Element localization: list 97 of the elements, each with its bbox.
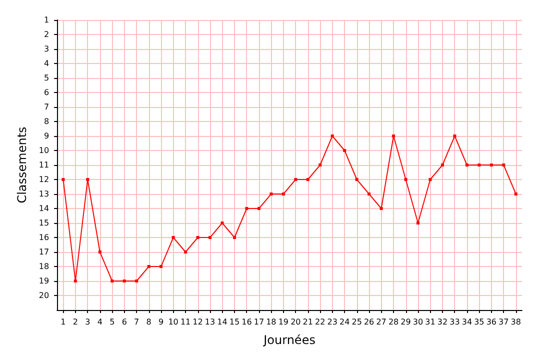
point — [478, 164, 481, 166]
x-tick-label: 21 — [302, 318, 313, 326]
x-tick-label: 36 — [486, 318, 497, 326]
x-tick-label: 6 — [122, 318, 127, 326]
x-tick-label: 33 — [450, 318, 460, 326]
point — [343, 149, 346, 152]
x-tick-label: 5 — [110, 318, 115, 326]
x-tick-label: 31 — [425, 318, 436, 326]
point — [98, 250, 102, 254]
x-tick-label: 16 — [242, 318, 252, 326]
x-tick-label: 14 — [217, 318, 228, 326]
x-tick-label: 1 — [60, 318, 66, 326]
point — [160, 265, 163, 268]
x-tick-label: 26 — [364, 318, 374, 326]
point — [172, 236, 175, 239]
x-tick-label: 19 — [278, 318, 289, 326]
point — [282, 192, 285, 196]
x-tick-label: 24 — [340, 318, 350, 326]
x-tick-label: 23 — [327, 318, 338, 326]
point — [355, 178, 358, 181]
y-tick-label: 3 — [44, 44, 50, 54]
x-tick-label: 37 — [498, 318, 509, 326]
x-tick-label: 27 — [376, 318, 386, 326]
y-tick-label: 14 — [38, 204, 50, 213]
y-tick-label: 7 — [44, 102, 50, 112]
point — [232, 236, 236, 239]
x-tick-label: 11 — [180, 318, 191, 326]
x-tick-label: 18 — [266, 318, 276, 326]
x-tick-label: 3 — [85, 318, 90, 326]
x-tick-label: 29 — [400, 318, 411, 326]
y-axis-title: Classements — [15, 126, 29, 204]
point — [404, 178, 408, 181]
point — [368, 192, 371, 196]
y-tick-label: 10 — [38, 146, 50, 155]
x-tick-label: 9 — [158, 318, 164, 326]
y-tick-label: 16 — [38, 233, 50, 242]
point — [490, 164, 493, 166]
point — [514, 192, 518, 196]
x-tick-label: 4 — [97, 318, 102, 326]
y-tick-label: 20 — [38, 291, 50, 300]
y-tick-label: 19 — [38, 276, 50, 286]
point — [147, 265, 150, 268]
point — [196, 236, 200, 239]
point — [318, 164, 322, 166]
x-tick-label: 32 — [437, 318, 448, 326]
y-tick-label: 2 — [44, 30, 50, 39]
point — [465, 164, 468, 166]
point — [294, 178, 298, 181]
x-tick-label: 12 — [192, 318, 203, 326]
x-tick-label: 34 — [462, 318, 472, 326]
x-tick-label: 17 — [254, 318, 264, 326]
y-tick-label: 8 — [44, 117, 50, 126]
x-tick-label: 7 — [134, 318, 140, 326]
y-tick-label: 5 — [44, 74, 50, 82]
point — [62, 178, 65, 181]
y-tick-label: 18 — [38, 262, 50, 271]
x-tick-label: 2 — [72, 318, 78, 326]
point — [110, 280, 114, 282]
y-tick-label: 12 — [38, 175, 50, 184]
point — [453, 134, 456, 138]
point — [330, 134, 334, 138]
x-tick-label: 22 — [315, 318, 326, 326]
point — [122, 280, 126, 282]
y-tick-label: 15 — [38, 218, 50, 228]
point — [74, 280, 77, 282]
point — [86, 178, 90, 181]
y-tick-label: 4 — [44, 59, 50, 68]
point — [502, 164, 506, 166]
x-axis-title: Journées — [262, 333, 316, 347]
point — [380, 207, 383, 210]
point — [245, 207, 248, 210]
x-tick-label: 20 — [290, 318, 301, 326]
point — [184, 250, 188, 254]
x-tick-label: 10 — [168, 318, 178, 326]
y-tick-label: 1 — [44, 16, 50, 24]
y-tick-label: 17 — [38, 248, 50, 256]
point — [135, 280, 138, 282]
x-tick-label: 28 — [388, 318, 399, 326]
x-tick-label: 38 — [510, 318, 521, 326]
point — [257, 207, 260, 210]
x-tick-label: 15 — [229, 318, 240, 326]
x-tick-label: 8 — [146, 318, 152, 326]
x-tick-label: 30 — [412, 318, 424, 326]
point — [306, 178, 310, 181]
x-tick-label: 35 — [474, 318, 484, 326]
point — [428, 178, 432, 181]
y-tick-label: 13 — [38, 190, 50, 198]
line-series — [62, 134, 518, 282]
x-tick-label: 25 — [352, 318, 362, 326]
y-tick-label: 11 — [38, 160, 50, 170]
y-tick-label: 9 — [44, 132, 50, 140]
point — [220, 222, 224, 224]
x-tick-label: 13 — [204, 318, 216, 326]
point — [392, 134, 396, 138]
y-tick-label: 6 — [44, 88, 50, 97]
point — [270, 192, 273, 196]
point — [440, 164, 444, 166]
